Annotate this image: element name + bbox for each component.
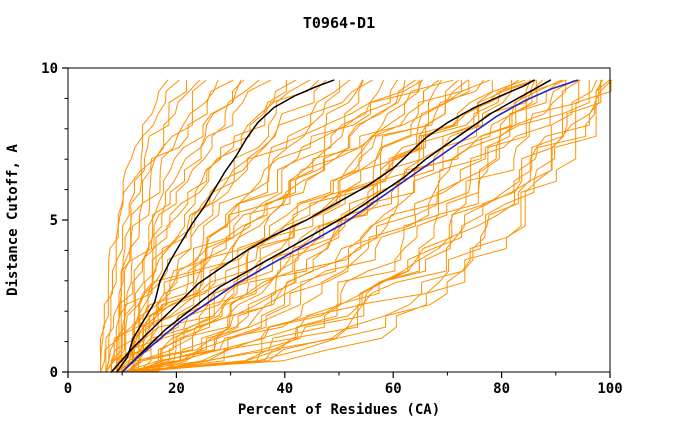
- ensemble-curve: [143, 79, 603, 373]
- ensemble-curve: [105, 79, 207, 373]
- x-tick-label: 20: [168, 381, 185, 397]
- x-tick-label: 100: [597, 381, 622, 397]
- ensemble-curve: [105, 79, 180, 373]
- highlight-lines: [110, 79, 579, 373]
- ensemble-curve: [132, 79, 423, 373]
- ensemble-curve: [105, 79, 416, 373]
- black-curve-steep: [116, 79, 335, 373]
- x-tick-label: 80: [493, 381, 510, 397]
- ensemble-curve: [105, 79, 311, 373]
- ensemble-curve: [143, 79, 581, 373]
- ensemble-curve: [110, 79, 598, 373]
- y-axis-label: Distance Cutoff, A: [5, 144, 21, 296]
- chart-title: T0964-D1: [303, 14, 375, 32]
- ensemble-curve: [132, 79, 590, 373]
- ensemble-curve: [132, 79, 341, 373]
- ensemble-curve: [132, 79, 520, 373]
- ensemble-curve: [105, 79, 260, 373]
- ensemble-curve: [116, 79, 272, 373]
- ensemble-curve: [121, 79, 602, 373]
- ensemble-lines: [100, 79, 613, 373]
- ensemble-curve: [110, 79, 351, 373]
- ensemble-curve: [138, 79, 603, 373]
- black-curve-2: [110, 79, 535, 373]
- ensemble-curve: [127, 79, 610, 373]
- axes: 0 20 40 60 80 100 0 5 10: [41, 61, 623, 397]
- ensemble-curve: [121, 79, 575, 373]
- ensemble-curve: [148, 79, 563, 373]
- y-tick-label: 5: [50, 213, 58, 229]
- ensemble-curve: [110, 79, 535, 373]
- ensemble-curve: [121, 79, 424, 373]
- ensemble-curve: [121, 79, 297, 373]
- ensemble-curve: [116, 79, 484, 373]
- blue-curve: [121, 79, 579, 373]
- ensemble-curve: [100, 79, 187, 373]
- ensemble-curve: [138, 79, 537, 373]
- black-curve-3: [121, 79, 552, 373]
- ensemble-curve: [127, 79, 512, 373]
- ensemble-curve: [127, 79, 567, 373]
- x-tick-label: 0: [64, 381, 72, 397]
- ensemble-curve: [127, 79, 320, 373]
- ensemble-curve: [138, 79, 562, 373]
- ensemble-curve: [121, 79, 470, 373]
- ensemble-curve: [100, 79, 245, 373]
- ensemble-curve: [132, 79, 613, 373]
- ensemble-curve: [110, 79, 234, 373]
- y-tick-label: 0: [50, 365, 58, 381]
- ensemble-curve: [132, 79, 543, 373]
- x-tick-label: 40: [276, 381, 293, 397]
- ensemble-curve: [143, 79, 537, 373]
- y-tick-label: 10: [41, 61, 58, 77]
- ensemble-curve: [110, 79, 287, 373]
- ensemble-curve: [116, 79, 454, 373]
- ensemble-curve: [116, 79, 384, 373]
- ensemble-curve: [127, 79, 531, 373]
- x-axis-label: Percent of Residues (CA): [238, 402, 440, 418]
- x-tick-label: 60: [385, 381, 402, 397]
